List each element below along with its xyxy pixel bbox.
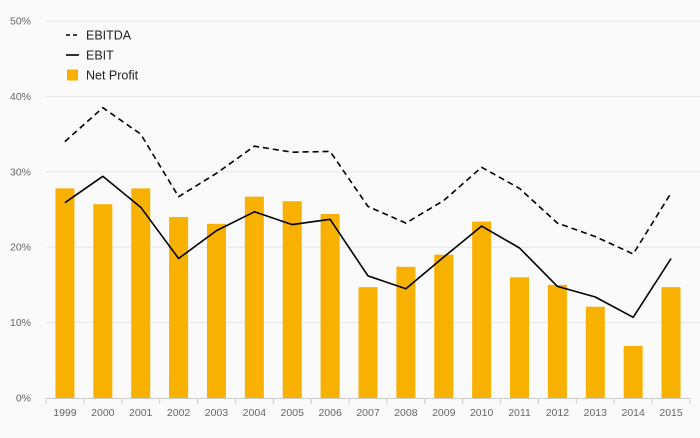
x-tick-label: 2004 <box>243 407 267 419</box>
y-tick-label: 0% <box>16 393 31 405</box>
bar-net-profit <box>55 188 75 398</box>
legend-swatch-net-profit <box>67 69 78 81</box>
legend-label-ebitda: EBITDA <box>86 29 132 43</box>
x-tick-label: 2011 <box>508 407 531 419</box>
bar-net-profit <box>547 284 567 398</box>
x-tick-label: 2014 <box>621 407 645 419</box>
bar-net-profit <box>510 277 530 398</box>
x-tick-label: 2000 <box>91 407 115 419</box>
y-tick-label: 30% <box>10 166 31 178</box>
x-tick-label: 2010 <box>470 407 494 419</box>
axes <box>45 398 691 404</box>
x-tick-label: 2003 <box>205 407 229 419</box>
bar-net-profit <box>93 204 113 398</box>
y-tick-label: 50% <box>10 16 31 28</box>
x-tick-label: 2012 <box>546 407 570 419</box>
x-tick-label: 2007 <box>356 407 380 419</box>
bar-net-profit <box>282 201 302 398</box>
bar-net-profit <box>169 217 189 398</box>
y-tick-label: 40% <box>10 91 31 103</box>
bar-net-profit <box>396 266 416 398</box>
legend-label-ebit: EBIT <box>86 49 114 63</box>
x-tick-label: 2015 <box>659 407 683 419</box>
lines <box>64 106 672 319</box>
legend: EBITDA EBIT Net Profit <box>66 29 139 83</box>
line-ebit <box>64 175 672 319</box>
legend-label-net-profit: Net Profit <box>86 69 139 83</box>
tick-labels: 0% 10% 20% 30% 40% 50% 1999 2000 2001 2002 2003 200… <box>10 16 683 420</box>
bar-net-profit <box>320 214 340 398</box>
bar-net-profit <box>358 287 378 398</box>
bar-net-profit <box>585 306 605 398</box>
x-tick-label: 2013 <box>584 407 608 419</box>
bar-net-profit <box>472 221 492 398</box>
bar-net-profit <box>131 188 151 398</box>
x-tick-label: 2005 <box>281 407 305 419</box>
bar-net-profit <box>434 254 454 398</box>
bar-net-profit <box>661 287 681 398</box>
y-tick-label: 20% <box>10 242 31 254</box>
x-tick-label: 2002 <box>167 407 191 419</box>
bar-net-profit <box>206 223 226 398</box>
x-tick-label: 2006 <box>318 407 342 419</box>
bar-net-profit <box>623 345 643 398</box>
line-ebitda <box>64 106 672 255</box>
bars-net-profit <box>55 188 681 398</box>
x-tick-label: 2008 <box>394 407 418 419</box>
bar-net-profit <box>244 196 264 398</box>
y-tick-label: 10% <box>10 317 31 329</box>
x-tick-label: 2009 <box>432 407 456 419</box>
x-tick-label: 2001 <box>129 407 153 419</box>
x-tick-label: 1999 <box>53 407 77 419</box>
